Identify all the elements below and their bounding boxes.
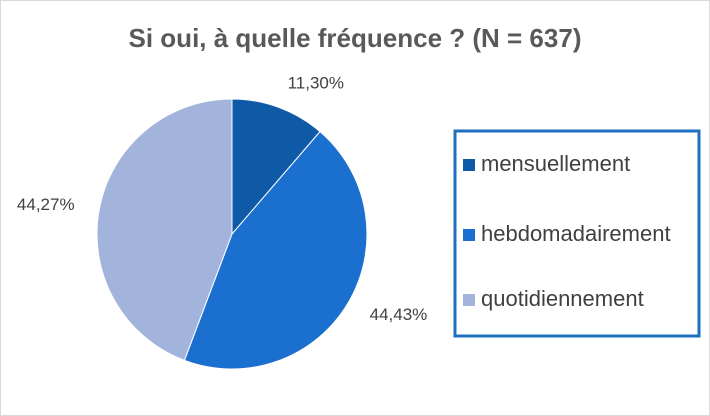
- legend-label: mensuellement: [481, 151, 630, 176]
- data-label: 11,30%: [288, 73, 344, 92]
- pie-slice: [183, 130, 368, 370]
- data-label: 44,43%: [370, 305, 428, 324]
- legend-swatch: [463, 159, 475, 171]
- legend-label: quotidiennement: [481, 286, 644, 311]
- legend-label: hebdomadairement: [481, 221, 671, 246]
- legend-swatch: [463, 229, 475, 241]
- legend-box: [453, 129, 701, 338]
- pie-slice: [96, 98, 233, 361]
- legend-swatch: [463, 294, 475, 306]
- chart-title: Si oui, à quelle fréquence ? (N = 637): [129, 23, 582, 53]
- pie-slice: [231, 98, 321, 236]
- data-label: 44,27%: [17, 195, 75, 214]
